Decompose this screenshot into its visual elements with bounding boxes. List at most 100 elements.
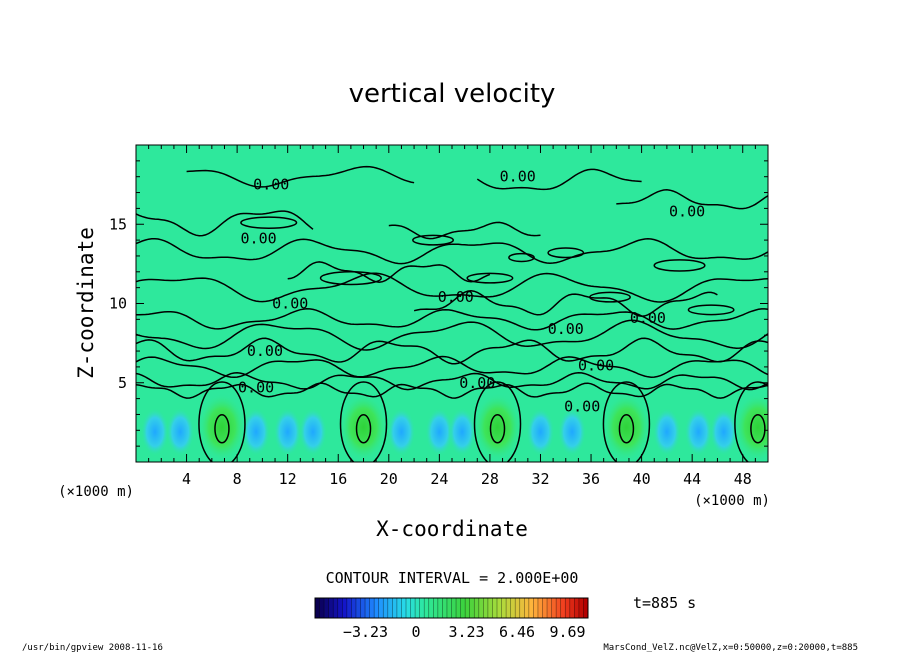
downdraft-shade [526, 407, 555, 456]
colorbar-cell [469, 598, 475, 618]
colorbar-cell [560, 598, 566, 618]
contour-line [198, 381, 246, 462]
colorbar-cell [583, 598, 589, 618]
contour-value-label: 0.00 [630, 309, 666, 327]
contour-line [618, 413, 635, 444]
x-tick-label: 40 [633, 470, 651, 488]
colorbar-cell [374, 598, 379, 618]
colorbar-cell [497, 598, 502, 618]
colorbar-cell [355, 598, 361, 618]
contour-line [589, 291, 631, 303]
contour-line [136, 308, 768, 331]
colorbar-cell [492, 598, 498, 618]
x-tick-label: 8 [233, 470, 242, 488]
downdraft-shade [709, 407, 738, 456]
colorbar-cell [515, 598, 521, 618]
updraft-shade [602, 393, 651, 462]
x-axis-label: X-coordinate [376, 517, 528, 541]
colorbar-cell [506, 598, 511, 618]
colorbar-cell [528, 598, 534, 618]
contour-value-label: 0.00 [669, 203, 705, 221]
contour-value-label: 0.00 [564, 398, 600, 416]
downdraft-shade [448, 407, 477, 456]
contour-line [339, 381, 388, 462]
updraft-shade [197, 393, 246, 462]
colorbar-cell [578, 598, 584, 618]
updraft-shade [339, 393, 388, 462]
colorbar-cell [465, 598, 470, 618]
colorbar-cell [547, 598, 552, 618]
chart-title: vertical velocity [349, 79, 556, 109]
contour-line [319, 271, 382, 286]
colorbar-cell [456, 598, 461, 618]
colorbar-cell [474, 598, 480, 618]
colorbar-cell [401, 598, 407, 618]
colorbar-cell [365, 598, 370, 618]
contour-value-label: 0.00 [253, 176, 289, 194]
contour-value-label: 0.00 [438, 288, 474, 306]
x-tick-label: 36 [582, 470, 600, 488]
colorbar-cell [478, 598, 484, 618]
downdraft-shade [652, 407, 681, 456]
updraft-shade [733, 393, 768, 462]
colorbar-cell [383, 598, 389, 618]
downdraft-shade [242, 407, 271, 456]
colorbar-cell [510, 598, 516, 618]
time-label: t=885 s [633, 594, 696, 612]
contour-line [136, 210, 314, 237]
contour-line [136, 272, 768, 303]
colorbar-frame [314, 597, 589, 619]
contour-value-label: 0.00 [238, 379, 274, 397]
contour-line [136, 371, 768, 391]
colorbar-cell [387, 598, 393, 618]
x-tick-label: 44 [683, 470, 701, 488]
contour-line [214, 413, 230, 444]
contour-line [388, 221, 541, 240]
colorbar-cell [406, 598, 411, 618]
colorbar-cell [396, 598, 402, 618]
x-tick-label: 32 [531, 470, 549, 488]
downdraft-shade [387, 407, 416, 456]
y-tick-label: 15 [109, 215, 127, 233]
y-unit-label: (×1000 m) [58, 484, 134, 500]
colorbar-cell [315, 598, 320, 618]
contour-line [653, 259, 706, 272]
colorbar-cell [501, 598, 507, 618]
colorbar-cell [524, 598, 530, 618]
x-tick-label: 20 [380, 470, 398, 488]
colorbar-cell [537, 598, 543, 618]
contour-line [602, 381, 651, 462]
colorbar-cell [378, 598, 384, 618]
colorbar-tick-label: 6.46 [499, 623, 535, 641]
colorbar-cell [519, 598, 525, 618]
downdraft-shade [273, 407, 302, 456]
colorbar-tick-label: 3.23 [448, 623, 484, 641]
contour-line [136, 237, 768, 265]
colorbar-cell [437, 598, 443, 618]
plot-area: 0.00 0.00 0.00 0.00 0.00 0.00 0.00 0.00 0.00 0.00… [135, 144, 769, 463]
contour-line [489, 413, 506, 444]
downdraft-shade [298, 407, 327, 456]
contour-value-label: 0.00 [241, 230, 277, 248]
x-tick-label: 24 [430, 470, 448, 488]
x-tick-label: 28 [481, 470, 499, 488]
colorbar-cell [442, 598, 448, 618]
colorbar-cell [460, 598, 466, 618]
contour-line [136, 355, 768, 379]
x-unit-label: (×1000 m) [694, 493, 770, 509]
colorbar-cell [319, 598, 325, 618]
colorbar-cell [556, 598, 561, 618]
downdraft-shade [684, 407, 713, 456]
colorbar-tick-label: −3.23 [343, 623, 388, 641]
contour-line [412, 234, 455, 246]
contour-line [687, 304, 735, 316]
colorbar-cell [533, 598, 539, 618]
downdraft-shade [558, 407, 587, 456]
colorbar-cell [433, 598, 439, 618]
contour-value-label: 0.00 [548, 320, 584, 338]
colorbar-cell [487, 598, 493, 618]
contour-value-label: 0.00 [247, 342, 283, 360]
y-tick-label: 5 [118, 374, 127, 392]
colorbar-tick-label: 9.69 [549, 623, 585, 641]
